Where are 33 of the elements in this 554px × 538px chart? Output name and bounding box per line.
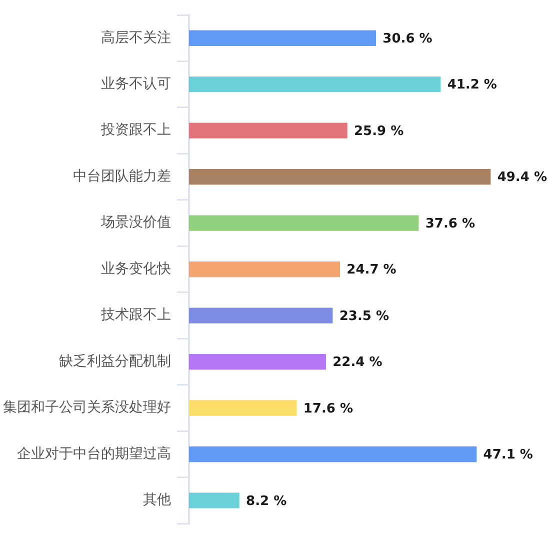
bar — [189, 400, 297, 416]
bar — [189, 308, 333, 324]
data-label: 41.2 % — [447, 78, 497, 93]
y-tick-label: 高层不关注 — [101, 30, 171, 46]
bar — [189, 446, 477, 462]
data-label: 37.6 % — [425, 216, 475, 232]
data-label: 25.9 % — [354, 124, 404, 139]
y-tick-label: 集团和子公司关系没处理好 — [3, 400, 171, 416]
bar — [189, 76, 441, 92]
y-tick-label: 场景没价值 — [100, 214, 171, 231]
y-tick-label: 业务不认可 — [101, 76, 171, 92]
bar — [189, 169, 491, 185]
bar — [189, 122, 348, 138]
y-tick-label: 中台团队能力差 — [73, 168, 171, 184]
data-label: 17.6 % — [303, 401, 353, 416]
data-label: 8.2 % — [246, 494, 287, 509]
bar — [189, 261, 340, 278]
data-label: 30.6 % — [382, 31, 432, 46]
data-label: 49.4 % — [497, 170, 547, 186]
data-label: 47.1 % — [483, 448, 533, 463]
data-label: 24.7 % — [346, 262, 396, 278]
y-tick-label: 企业对于中台的期望过高 — [17, 446, 171, 462]
bar — [189, 354, 326, 370]
y-tick-label: 业务变化快 — [101, 260, 171, 277]
y-tick-label: 投资跟不上 — [100, 122, 171, 138]
y-tick-label: 缺乏利益分配机制 — [59, 353, 171, 370]
data-label: 22.4 % — [332, 355, 382, 370]
bar — [189, 492, 240, 508]
y-tick-label: 其他 — [143, 492, 171, 508]
data-label: 23.5 % — [339, 308, 389, 324]
bar — [189, 215, 419, 231]
y-tick-label: 技术跟不上 — [100, 307, 171, 324]
bar — [189, 30, 376, 46]
